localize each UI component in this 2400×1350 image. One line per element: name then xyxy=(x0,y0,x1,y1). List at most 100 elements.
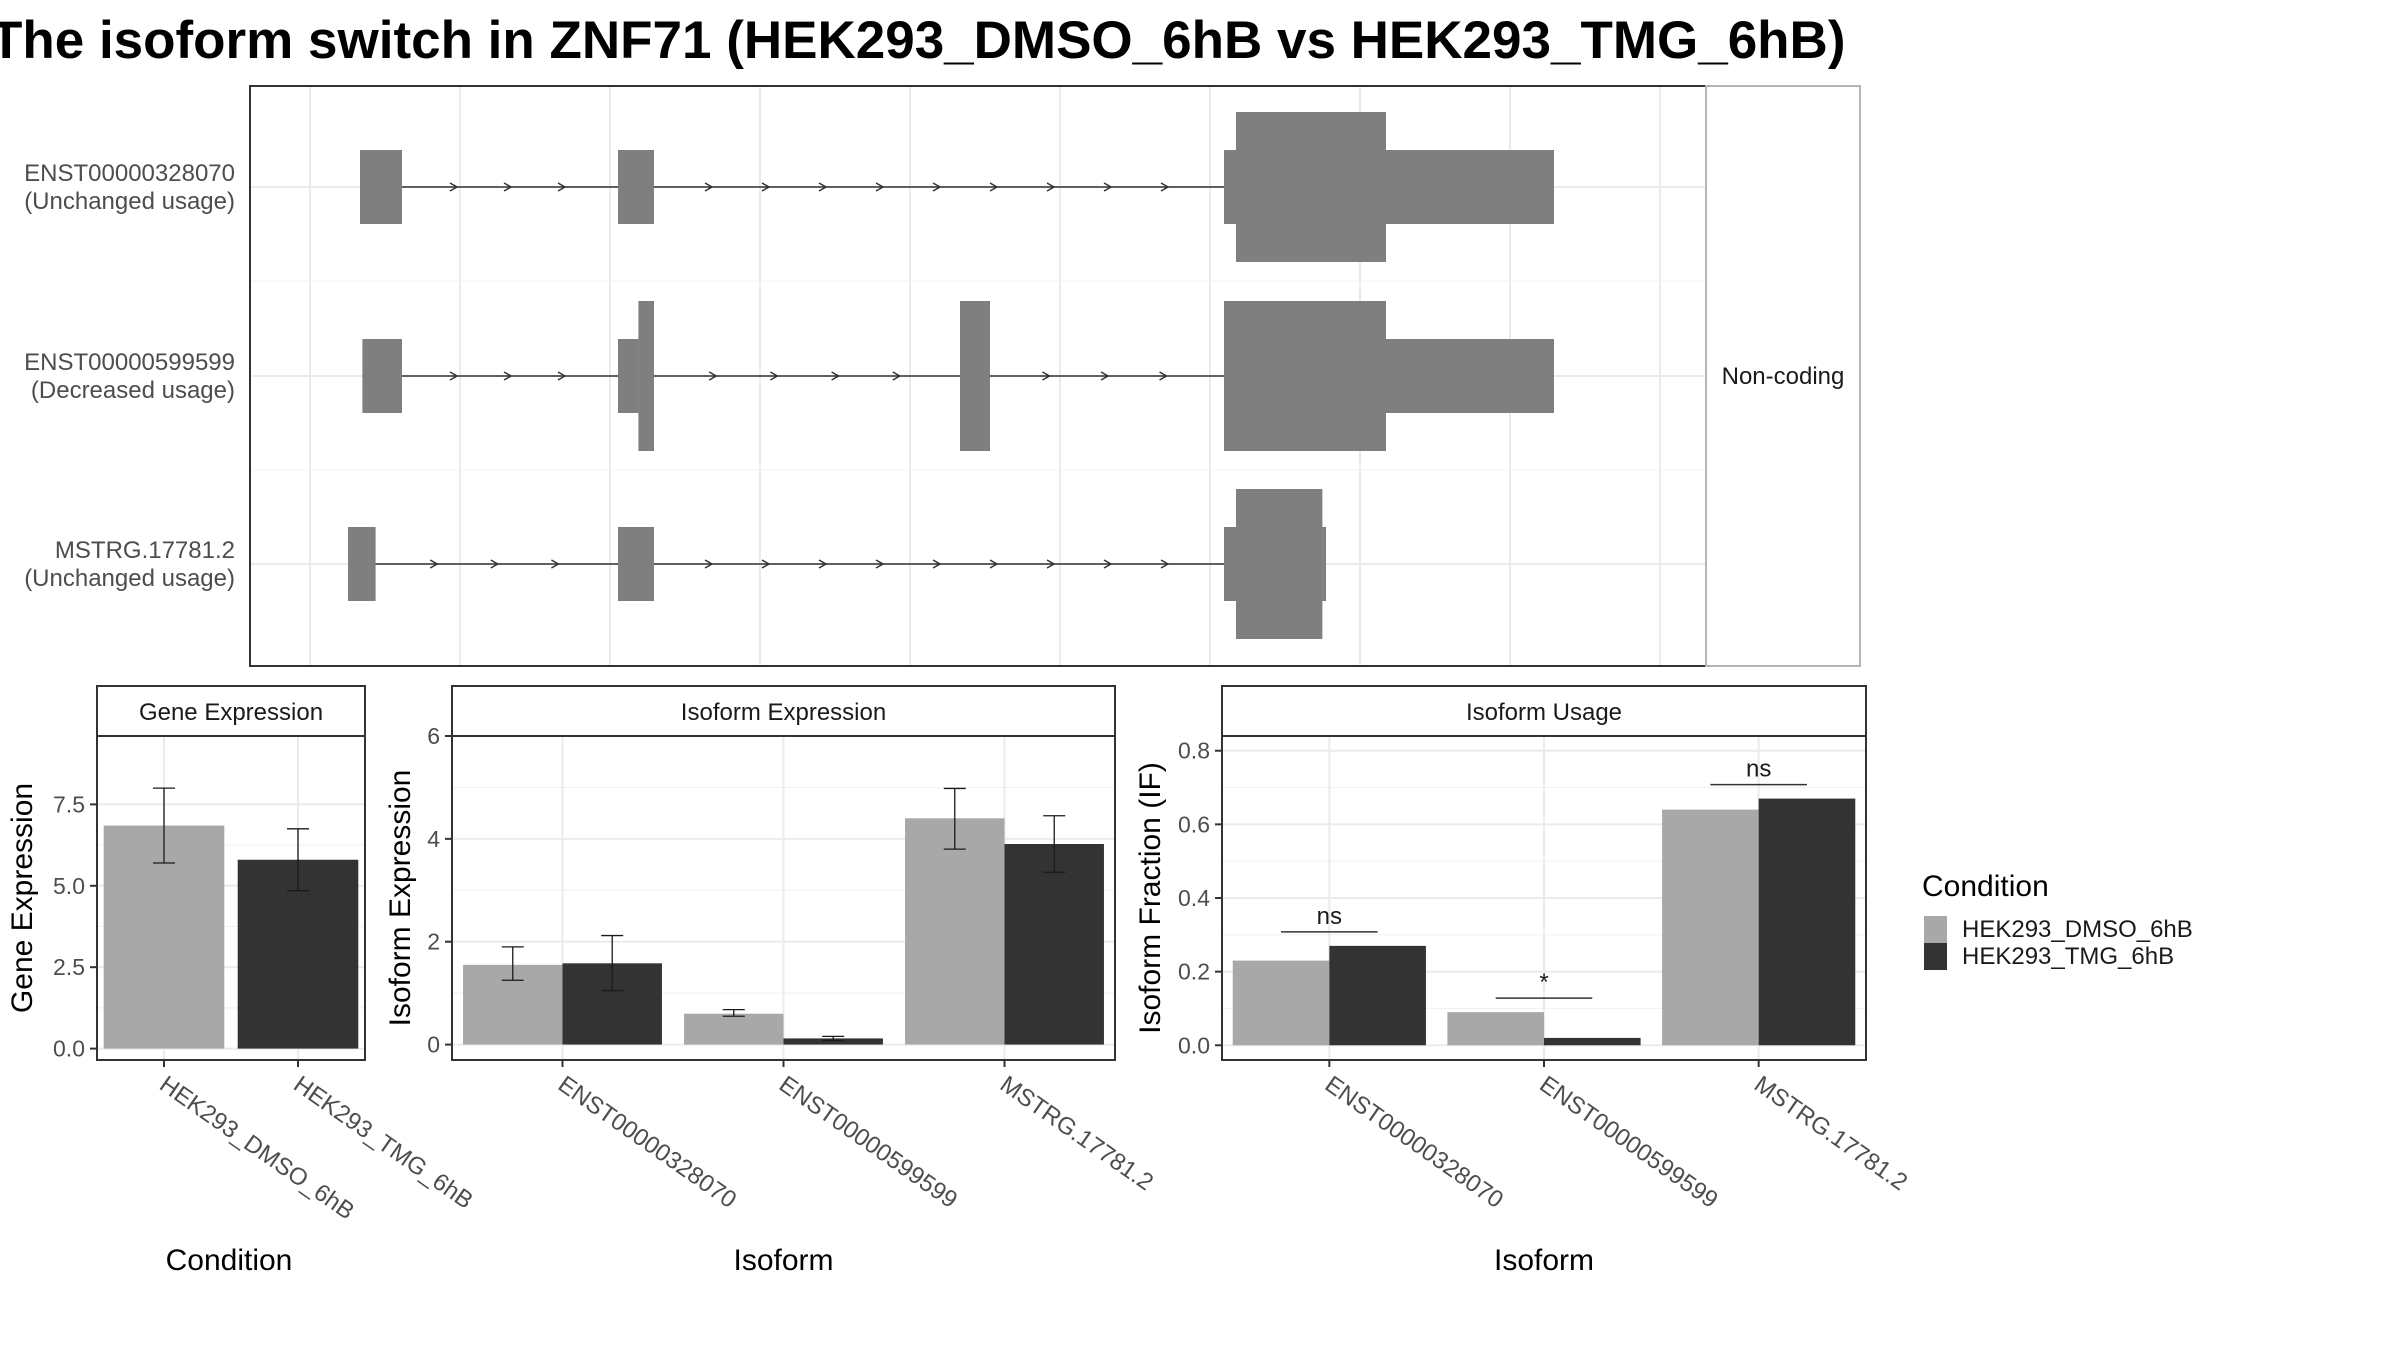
isoform-usage-panel: ns * ns Isoform Usage 0.0 0.2 0.4 0.6 0.8 ENST000… xyxy=(1134,685,1912,1277)
legend-swatch xyxy=(1924,916,1947,943)
error-bar xyxy=(153,787,175,864)
transcript-usage-label: (Decreased usage) xyxy=(31,377,235,404)
intron-arrow xyxy=(818,182,828,192)
intron-arrow xyxy=(770,371,779,381)
x-axis-title: Condition xyxy=(166,1244,293,1277)
transcript-id-label: ENST00000328070 xyxy=(24,160,235,187)
intron-arrow xyxy=(932,559,942,569)
error-bar xyxy=(287,828,309,892)
facet-strip-label: Isoform Expression xyxy=(681,699,886,726)
intron-arrow xyxy=(708,371,718,381)
intron-arrow xyxy=(704,559,714,569)
error-bar xyxy=(601,934,624,992)
exon-block xyxy=(618,527,654,601)
exon-block xyxy=(618,150,654,224)
intron-arrow xyxy=(449,182,459,192)
data-bar xyxy=(905,818,1005,1045)
intron-arrow xyxy=(932,182,942,192)
x-tick-label: ENST00000328070 xyxy=(1320,1071,1508,1214)
intron-arrow xyxy=(1100,371,1110,381)
significance-label: * xyxy=(1539,969,1548,996)
y-tick-label: 0.0 xyxy=(53,1036,85,1062)
facet-strip xyxy=(96,685,366,737)
page-title: The isoform switch in ZNF71 (HEK293_DMSO… xyxy=(0,11,1846,70)
intron-arrow xyxy=(761,559,771,569)
transcript-row xyxy=(348,489,1326,639)
intron-arrow xyxy=(429,559,439,569)
exon-block xyxy=(638,301,654,451)
y-tick-label: 7.5 xyxy=(53,791,85,817)
x-tick-label: ENST00000599599 xyxy=(1535,1071,1723,1214)
y-axis-title: Isoform Expression xyxy=(384,770,417,1027)
transcript-row xyxy=(362,301,1554,451)
intron-arrow xyxy=(503,182,513,192)
exon-block xyxy=(1236,112,1386,262)
data-bar xyxy=(1447,1012,1544,1046)
error-bar xyxy=(822,1035,845,1042)
y-tick-label: 6 xyxy=(427,723,440,749)
transcript-id-label: MSTRG.17781.2 xyxy=(55,537,235,564)
error-bar xyxy=(722,1008,745,1017)
transcript-id-label: ENST00000599599 xyxy=(24,349,235,376)
intron-arrow xyxy=(1103,182,1113,192)
intron-arrow xyxy=(557,182,567,192)
intron-arrow xyxy=(761,182,771,192)
exon-block xyxy=(960,301,990,451)
transcript-usage-label: (Unchanged usage) xyxy=(24,565,235,592)
data-bar xyxy=(1232,960,1330,1046)
intron-arrow xyxy=(1042,371,1052,381)
exon-block xyxy=(1322,527,1326,601)
y-tick-label: 0.6 xyxy=(1178,811,1210,837)
intron-arrow xyxy=(1160,559,1170,569)
exon-block xyxy=(618,339,639,413)
structure-strip-label: Non-coding xyxy=(1722,363,1845,390)
exon-block xyxy=(362,339,402,413)
y-axis-title: Gene Expression xyxy=(6,783,39,1013)
data-bar xyxy=(1004,844,1104,1045)
y-axis-title: Isoform Fraction (IF) xyxy=(1134,762,1167,1034)
y-tick-label: 2.5 xyxy=(53,954,85,980)
exon-block xyxy=(1386,339,1554,413)
y-tick-label: 0 xyxy=(427,1032,440,1058)
x-tick-label: MSTRG.17781.2 xyxy=(1749,1071,1912,1196)
intron-arrow xyxy=(1046,182,1056,192)
intron-arrow xyxy=(892,371,902,381)
intron-arrow xyxy=(989,559,999,569)
intron-arrow xyxy=(490,559,500,569)
intron-arrow xyxy=(875,182,885,192)
exon-block xyxy=(360,150,402,224)
exon-block xyxy=(348,527,376,601)
data-bar xyxy=(1662,809,1759,1046)
isoform-expression-panel: Isoform Expression 0 2 4 6 ENST00000328070 ENS… xyxy=(384,685,1158,1277)
legend-title: Condition xyxy=(1922,870,2049,903)
legend-label: HEK293_TMG_6hB xyxy=(1962,943,2174,970)
y-tick-label: 5.0 xyxy=(53,873,85,899)
facet-strip xyxy=(1221,685,1867,737)
x-tick-label: ENST00000328070 xyxy=(553,1071,741,1214)
data-bar xyxy=(684,1013,784,1045)
data-bar xyxy=(783,1038,883,1045)
facet-strip-label: Gene Expression xyxy=(139,699,323,726)
y-tick-label: 0.4 xyxy=(1178,885,1210,911)
x-tick-label: ENST00000599599 xyxy=(774,1071,962,1214)
intron-arrow xyxy=(1103,559,1113,569)
transcript-row xyxy=(360,112,1554,262)
intron-arrow xyxy=(818,559,828,569)
intron-arrow xyxy=(503,371,513,381)
intron-arrow xyxy=(449,371,459,381)
intron-arrow xyxy=(875,559,885,569)
intron-arrow xyxy=(1160,182,1170,192)
error-bar xyxy=(501,946,524,981)
significance-label: ns xyxy=(1317,903,1342,930)
facet-strip xyxy=(451,685,1116,737)
intron-arrow xyxy=(704,182,714,192)
intron-arrow xyxy=(557,371,567,381)
y-tick-label: 0.2 xyxy=(1178,959,1210,985)
legend-label: HEK293_DMSO_6hB xyxy=(1962,916,2193,943)
x-axis-title: Isoform xyxy=(1494,1244,1594,1277)
y-tick-label: 0.8 xyxy=(1178,738,1210,764)
data-bar xyxy=(1758,798,1856,1046)
x-axis-title: Isoform xyxy=(733,1244,833,1277)
